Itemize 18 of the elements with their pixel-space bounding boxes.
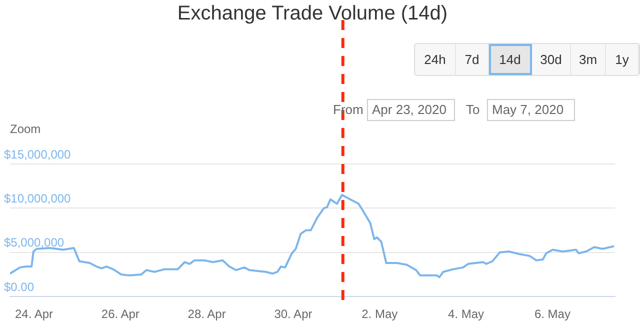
x-tick-label: 26. Apr [101,307,140,322]
y-tick-label: $15,000,000 [4,147,72,162]
text: Zoom [10,122,41,136]
x-tick-label: 30. Apr [274,307,312,322]
x-tick-label: 24. Apr [14,307,54,322]
x-tick-label: 6. May [534,307,570,322]
x-tick-label: 2. May [362,307,398,322]
y-tick-label: $5,000,000 [4,236,64,250]
y-tick-label: $0.00 [4,280,34,294]
text: From [333,102,364,117]
x-tick-label: 4. May [448,307,484,322]
range-selector: 24h 7d 14d 30d 3m 1y [414,43,640,76]
chart-title: Exchange Trade Volume (14d) [177,2,448,25]
x-tick-label: 28. Apr [188,307,226,322]
text: To [466,102,480,117]
y-tick-label: $10,000,000 [4,192,72,206]
date-field: Apr 23, 2020 [367,99,455,121]
date-field: May 7, 2020 [487,99,575,121]
